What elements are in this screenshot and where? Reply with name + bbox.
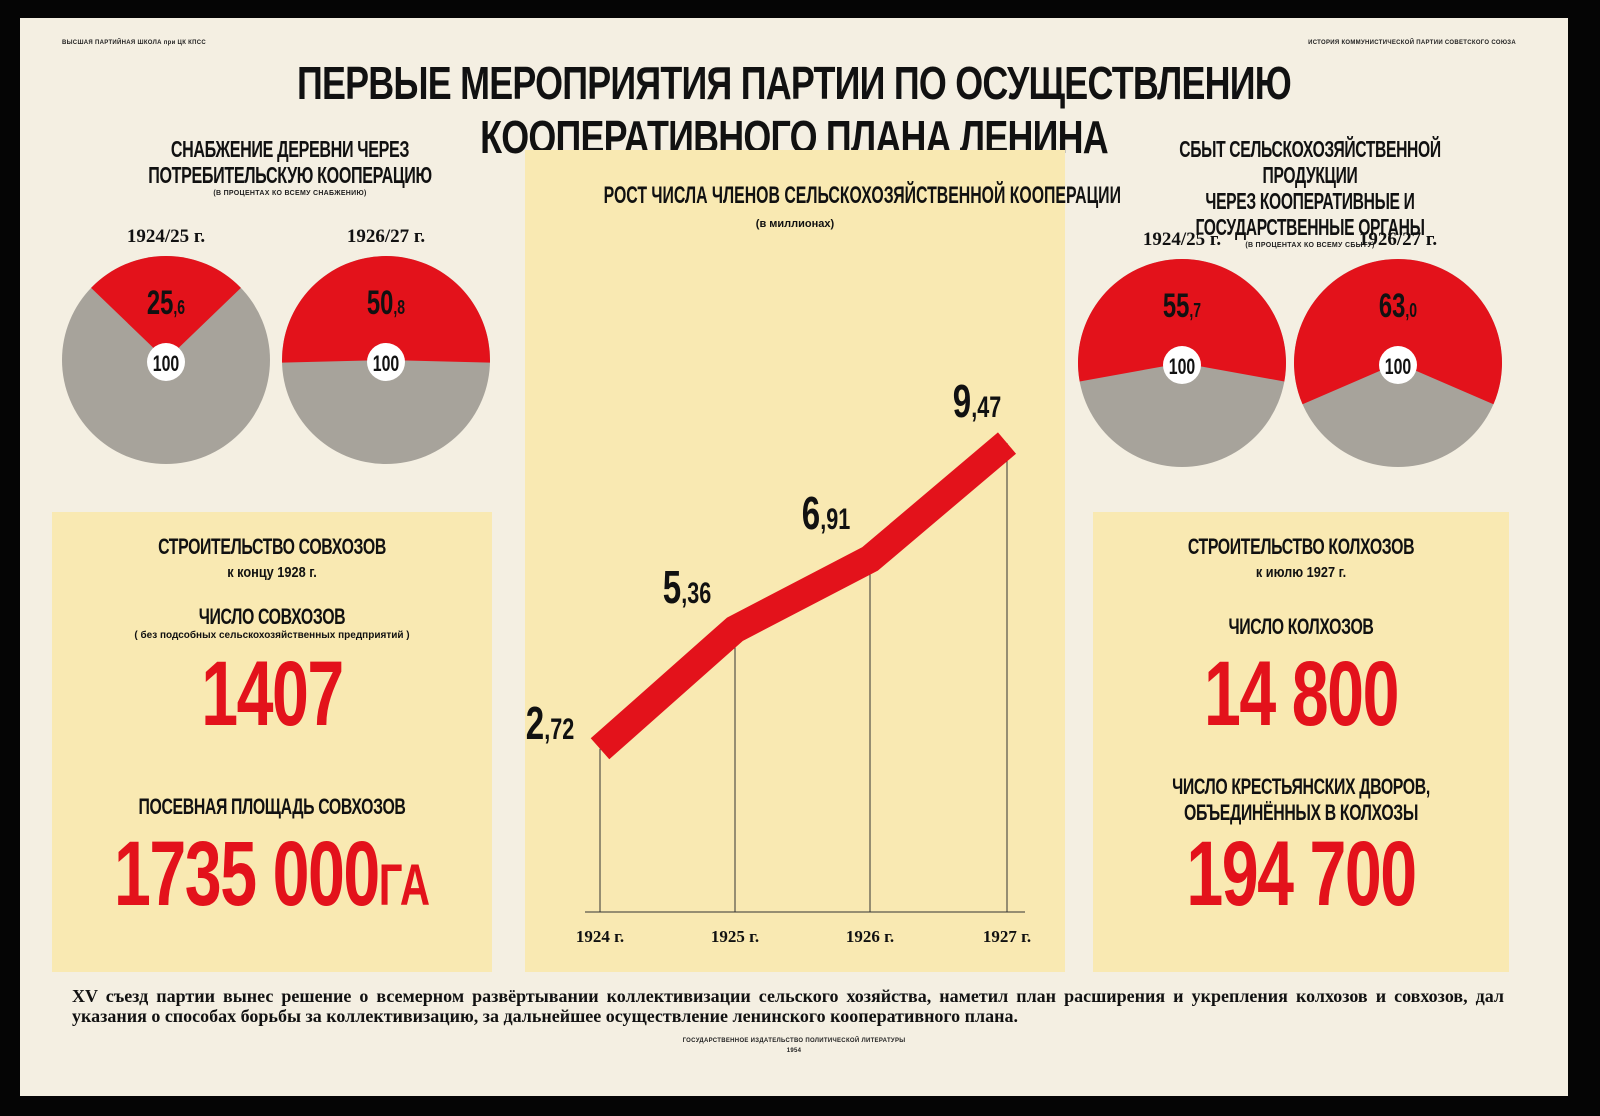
- pie-slice-value: [1078, 259, 1287, 382]
- pie-supply-0: 100 25,6 1924/25 г.: [62, 226, 270, 464]
- pie-sales-3: 100 63,0 1926/27 г.: [1294, 229, 1502, 467]
- kolkhoz-panel: СТРОИТЕЛЬСТВО КОЛХОЗОВ к июлю 1927 г. ЧИ…: [1093, 512, 1509, 972]
- pie-year-label: 1926/27 г.: [1359, 229, 1437, 250]
- pie-slice-value: [282, 256, 491, 363]
- sovkhoz-area-value: 1735 000: [114, 823, 380, 925]
- header-right-note: ИСТОРИЯ КОММУНИСТИЧЕСКОЙ ПАРТИИ СОВЕТСКО…: [1308, 40, 1516, 46]
- series-line: [590, 432, 1017, 760]
- pie-center-disk: [1163, 346, 1201, 384]
- data-label: 6,91: [802, 489, 850, 539]
- kolkhoz-title: СТРОИТЕЛЬСТВО КОЛХОЗОВ: [1187, 534, 1415, 559]
- data-label: 5,36: [663, 563, 711, 613]
- pie-slice-value: [1294, 259, 1502, 405]
- x-tick-label: 1924 г.: [576, 927, 624, 946]
- left-section-header: СНАБЖЕНИЕ ДЕРЕВНИ ЧЕРЕЗ ПОТРЕБИТЕЛЬСКУЮ …: [60, 136, 520, 197]
- sovkhoz-count-label: ЧИСЛО СОВХОЗОВ: [198, 604, 346, 629]
- pie-total-label: 100: [1385, 356, 1411, 380]
- left-section-title-line1: СНАБЖЕНИЕ ДЕРЕВНИ ЧЕРЕЗ: [170, 136, 410, 162]
- right-section-title-line1: СБЫТ СЕЛЬСКОХОЗЯЙСТВЕННОЙ ПРОДУКЦИИ: [1179, 136, 1441, 188]
- x-tick-label: 1926 г.: [846, 927, 894, 946]
- right-section-header: СБЫТ СЕЛЬСКОХОЗЯЙСТВЕННОЙ ПРОДУКЦИИ ЧЕРЕ…: [1060, 136, 1560, 249]
- kolkhoz-households-label-line1: ЧИСЛО КРЕСТЬЯНСКИХ ДВОРОВ,: [1172, 774, 1430, 799]
- data-label: 9,47: [953, 377, 1001, 427]
- pie-center-disk: [367, 343, 405, 381]
- pie-sales-2: 100 55,7 1924/25 г.: [1078, 229, 1287, 467]
- pie-value-label: 25,6: [147, 284, 185, 322]
- kolkhoz-date: к июлю 1927 г.: [1255, 564, 1347, 581]
- footer-publisher-line2: 1954: [786, 1048, 802, 1054]
- pie-center-disk: [1379, 346, 1417, 384]
- sovkhoz-count-note: ( без подсобных сельскохозяйственных пре…: [134, 630, 410, 641]
- sovkhoz-area: 1735 000ГА: [99, 822, 445, 927]
- line-chart: 2,72 5,36 6,91 9,47 1924 г. 1925 г. 1926 г. 192…: [526, 377, 1031, 946]
- sovkhoz-area-unit: ГА: [378, 853, 430, 918]
- header-left-note: ВЫСШАЯ ПАРТИЙНАЯ ШКОЛА при ЦК КПСС: [62, 40, 207, 46]
- pie-total-label: 100: [153, 353, 179, 377]
- right-section-title-line2: ЧЕРЕЗ КООПЕРАТИВНЫЕ И ГОСУДАРСТВЕННЫЕ ОР…: [1195, 188, 1425, 240]
- pie-value-label: 55,7: [1163, 287, 1201, 325]
- sovkhoz-title: СТРОИТЕЛЬСТВО СОВХОЗОВ: [158, 534, 386, 559]
- data-label: 2,72: [526, 699, 574, 749]
- pie-supply-1: 100 50,8 1926/27 г.: [282, 226, 491, 464]
- pie-year-label: 1924/25 г.: [1143, 229, 1221, 250]
- pie-value-label: 63,0: [1379, 287, 1417, 325]
- center-panel: РОСТ ЧИСЛА ЧЛЕНОВ СЕЛЬСКОХОЗЯЙСТВЕННОЙ К…: [525, 150, 1121, 972]
- pie-year-label: 1926/27 г.: [347, 226, 425, 247]
- sovkhoz-panel: СТРОИТЕЛЬСТВО СОВХОЗОВ к концу 1928 г. Ч…: [52, 512, 492, 972]
- kolkhoz-households-label-line2: ОБЪЕДИНЁННЫХ В КОЛХОЗЫ: [1183, 800, 1419, 825]
- pie-total-label: 100: [1169, 356, 1195, 380]
- sovkhoz-date: к концу 1928 г.: [227, 564, 317, 581]
- pie-year-label: 1924/25 г.: [127, 226, 205, 247]
- left-section-subtitle: (В ПРОЦЕНТАХ КО ВСЕМУ СНАБЖЕНИЮ): [213, 190, 367, 197]
- center-chart-subtitle: (в миллионах): [755, 218, 835, 230]
- footer-publisher-line1: ГОСУДАРСТВЕННОЕ ИЗДАТЕЛЬСТВО ПОЛИТИЧЕСКО…: [682, 1038, 906, 1044]
- footer-text: XV съезд партии вынес решение о всемерно…: [72, 986, 1504, 1026]
- sovkhoz-count-value: 1407: [201, 643, 344, 745]
- pie-center-disk: [147, 343, 185, 381]
- kolkhoz-count-label: ЧИСЛО КОЛХОЗОВ: [1228, 614, 1374, 639]
- sovkhoz-area-label: ПОСЕВНАЯ ПЛОЩАДЬ СОВХОЗОВ: [138, 794, 406, 819]
- x-tick-label: 1925 г.: [711, 927, 759, 946]
- right-section-subtitle: (В ПРОЦЕНТАХ КО ВСЕМУ СБЫТУ): [1245, 242, 1375, 249]
- x-tick-label: 1927 г.: [983, 927, 1031, 946]
- pie-charts: 100 25,6 1924/25 г. 100 50,8 1926/27 г. 100 55,…: [62, 226, 1502, 467]
- poster: ВЫСШАЯ ПАРТИЙНАЯ ШКОЛА при ЦК КПСС ИСТОР…: [20, 18, 1568, 1096]
- pie-slice-value: [91, 255, 241, 360]
- pie-value-label: 50,8: [367, 284, 405, 322]
- left-section-title-line2: ПОТРЕБИТЕЛЬСКУЮ КООПЕРАЦИЮ: [148, 162, 432, 188]
- kolkhoz-count-value: 14 800: [1204, 643, 1399, 745]
- kolkhoz-households-value: 194 700: [1186, 823, 1417, 925]
- pie-total-label: 100: [373, 353, 399, 377]
